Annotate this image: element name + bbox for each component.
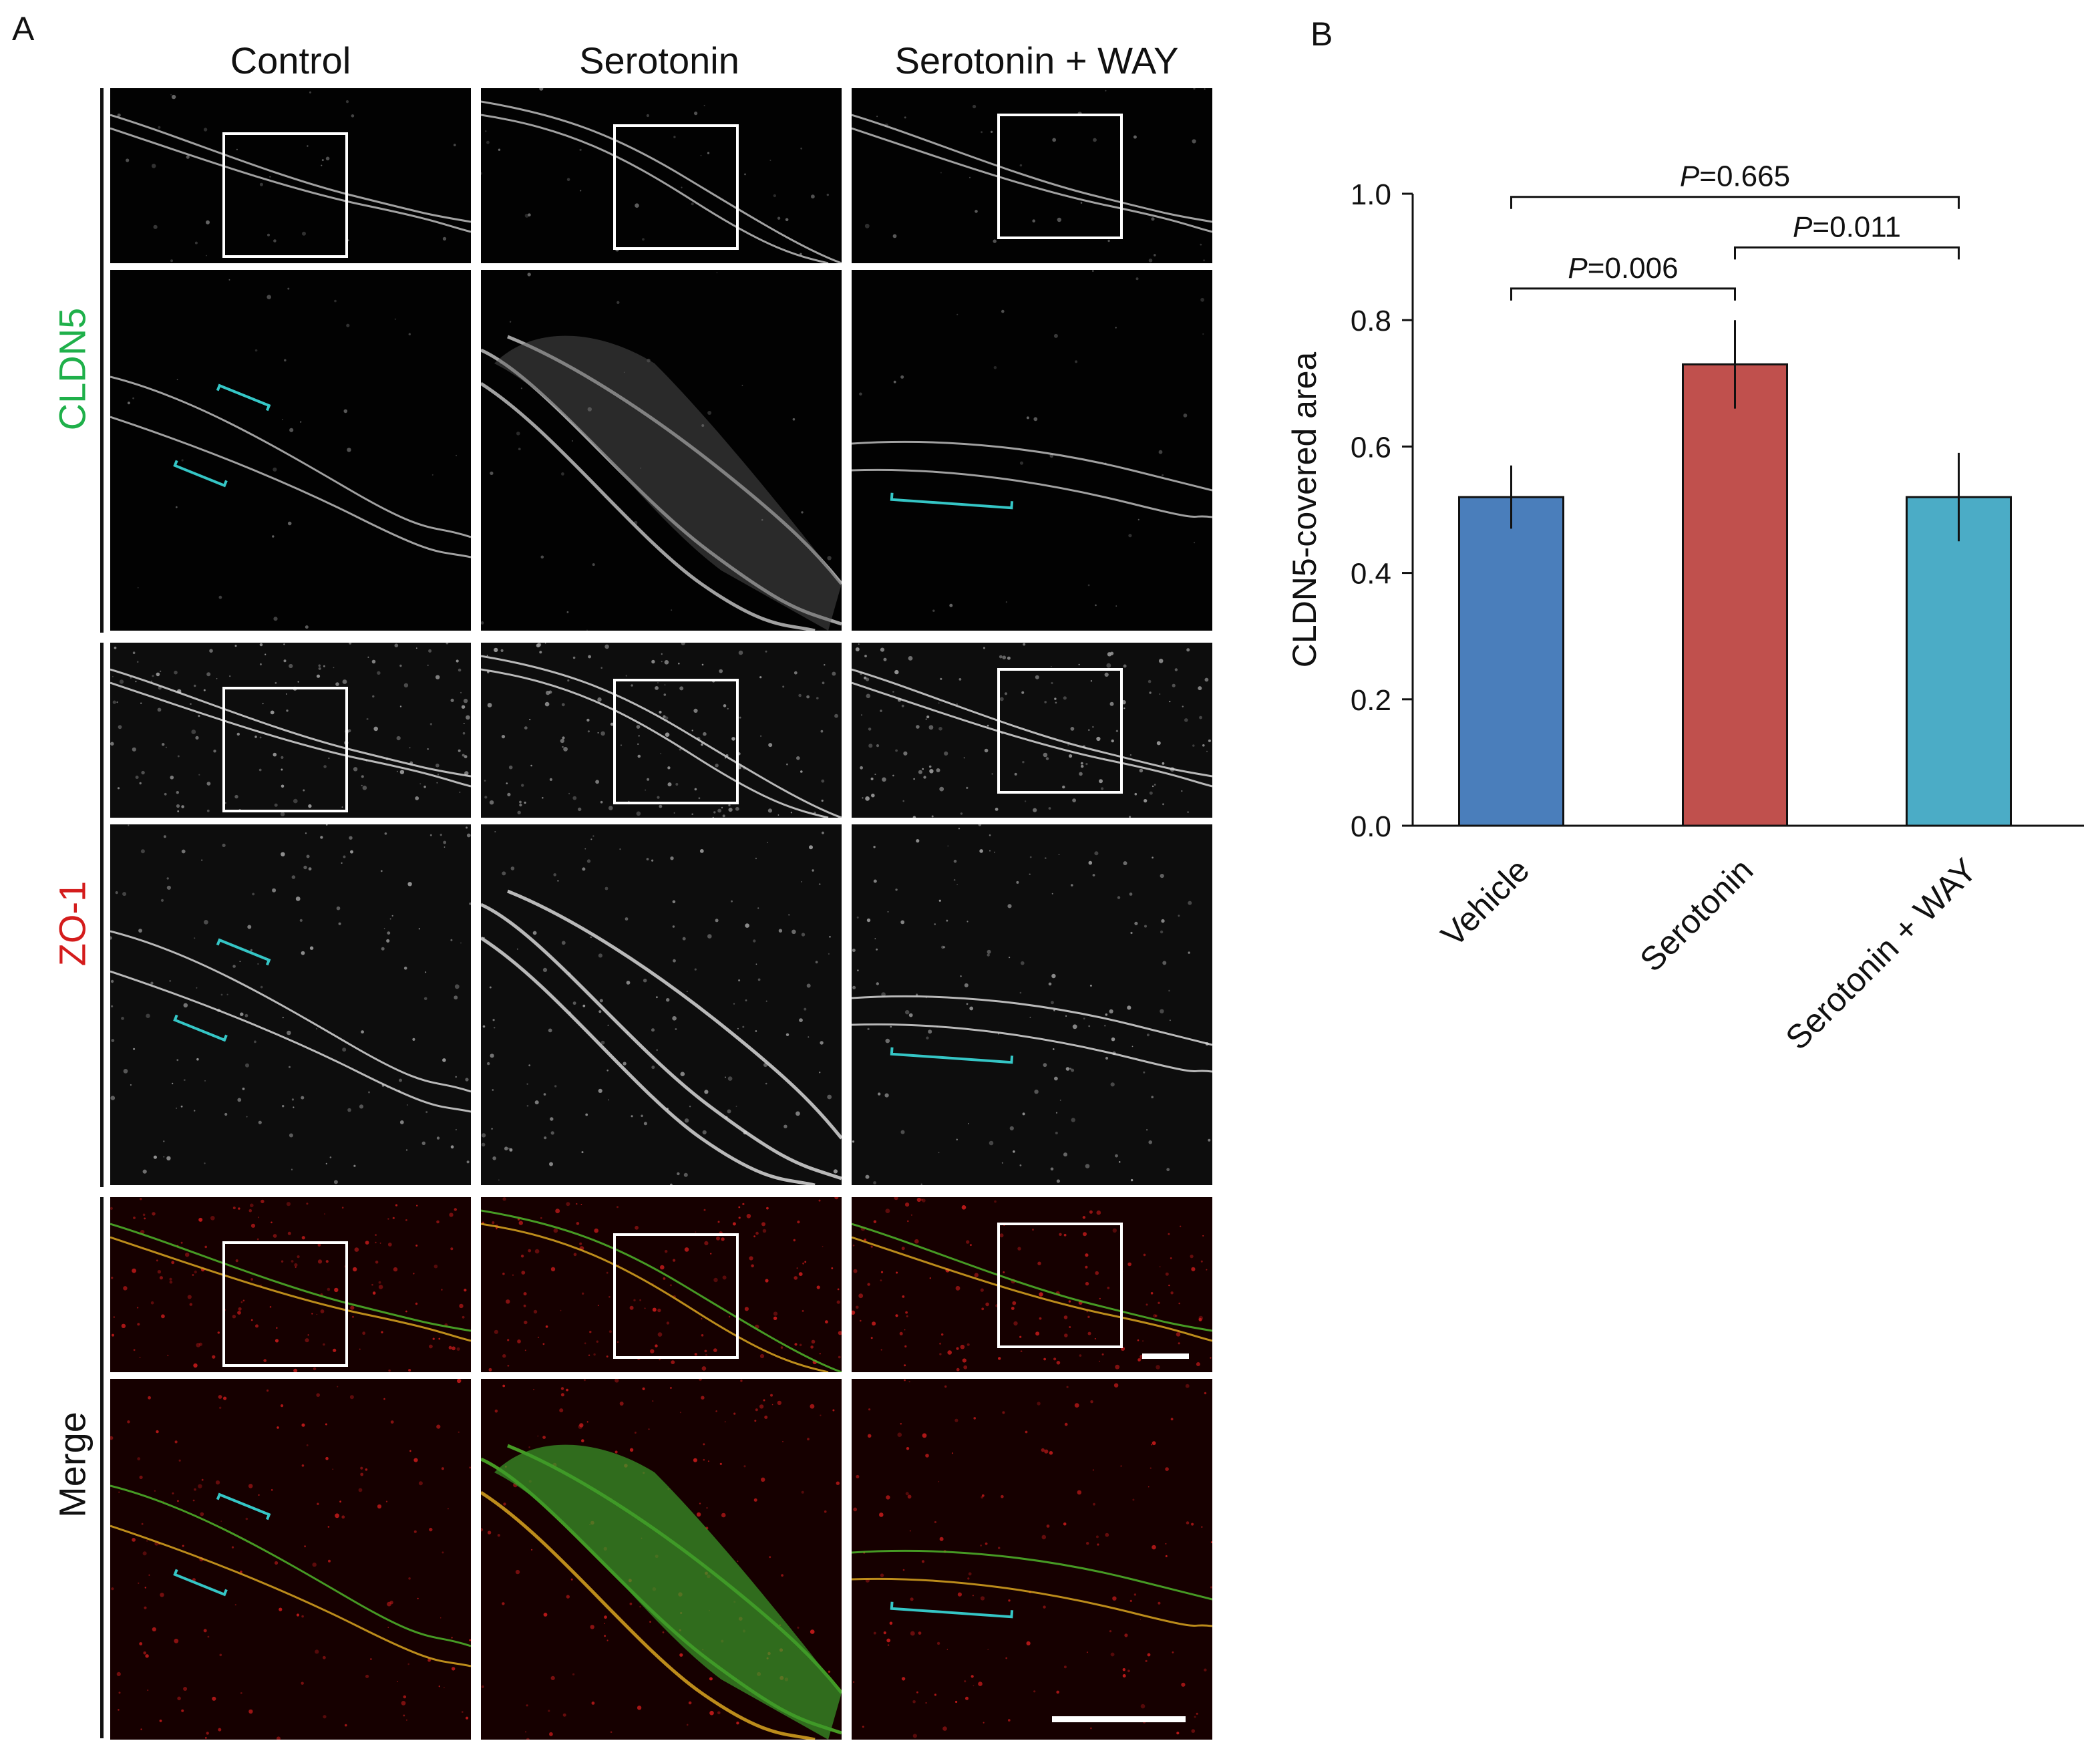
row-label-zo1: ZO-1 <box>51 881 94 967</box>
micrograph-cldn5-serotonin-zoom <box>481 270 842 631</box>
x-tick-label-2: Serotonin + WAY <box>1778 851 1984 1057</box>
panel-a-letter: A <box>12 10 35 47</box>
micrograph-zo1-serotonin-way-overview <box>852 643 1212 818</box>
bar-chart: 0.0 0.2 0.4 0.6 0.8 1.0 CLDN5-covered area Vehi… <box>1286 160 2084 1057</box>
micrograph-merge-serotonin-overview <box>481 1197 842 1372</box>
micrograph-merge-serotonin-way-zoom <box>852 1379 1212 1740</box>
row-divider-cldn5 <box>100 88 104 633</box>
row-divider-merge <box>100 1197 104 1738</box>
significance-bracket-0 <box>1510 287 1736 301</box>
y-axis-label: CLDN5-covered area <box>1286 352 1323 668</box>
x-tick-label-1: Serotonin <box>1632 851 1760 979</box>
micrograph-merge-serotonin-zoom <box>481 1379 842 1740</box>
micrograph-zo1-serotonin-zoom <box>481 824 842 1185</box>
p-value-label-2: P=0.665 <box>1680 160 1790 193</box>
micrograph-zo1-control-overview <box>110 643 471 818</box>
y-tick-label: 0.0 <box>1351 810 1391 843</box>
x-tick-label-0: Vehicle <box>1434 851 1537 954</box>
micrograph-cldn5-control-overview <box>110 88 471 263</box>
bar-2 <box>1906 496 2012 827</box>
y-tick-label: 1.0 <box>1351 178 1391 211</box>
column-header-serotonin: Serotonin <box>579 39 739 82</box>
micrograph-cldn5-serotonin-way-zoom <box>852 270 1212 631</box>
micrograph-cldn5-serotonin-overview <box>481 88 842 263</box>
micrograph-cldn5-serotonin-way-overview <box>852 88 1212 263</box>
y-tick-label: 0.8 <box>1351 305 1391 337</box>
micrograph-cldn5-control-zoom <box>110 270 471 631</box>
bar-1 <box>1682 363 1788 827</box>
micrograph-merge-control-zoom <box>110 1379 471 1740</box>
row-divider-zo1 <box>100 643 104 1187</box>
y-tick-label: 0.6 <box>1351 431 1391 464</box>
row-label-merge: Merge <box>51 1412 94 1518</box>
micrograph-zo1-serotonin-overview <box>481 643 842 818</box>
row-label-cldn5: CLDN5 <box>51 307 94 431</box>
micrograph-merge-control-overview <box>110 1197 471 1372</box>
significance-bracket-1 <box>1734 246 1960 260</box>
panel-b-letter: B <box>1310 15 1333 53</box>
bar-0 <box>1458 496 1564 827</box>
micrograph-zo1-serotonin-way-zoom <box>852 824 1212 1185</box>
y-tick-label: 0.2 <box>1351 684 1391 717</box>
micrograph-merge-serotonin-way-overview <box>852 1197 1212 1372</box>
column-header-serotonin-way: Serotonin + WAY <box>894 39 1179 82</box>
micrograph-zo1-control-zoom <box>110 824 471 1185</box>
column-header-control: Control <box>230 39 351 82</box>
p-value-label-0: P=0.006 <box>1568 252 1678 285</box>
significance-bracket-2 <box>1510 196 1960 209</box>
y-tick-label: 0.4 <box>1351 558 1391 591</box>
p-value-label-1: P=0.011 <box>1793 210 1901 243</box>
